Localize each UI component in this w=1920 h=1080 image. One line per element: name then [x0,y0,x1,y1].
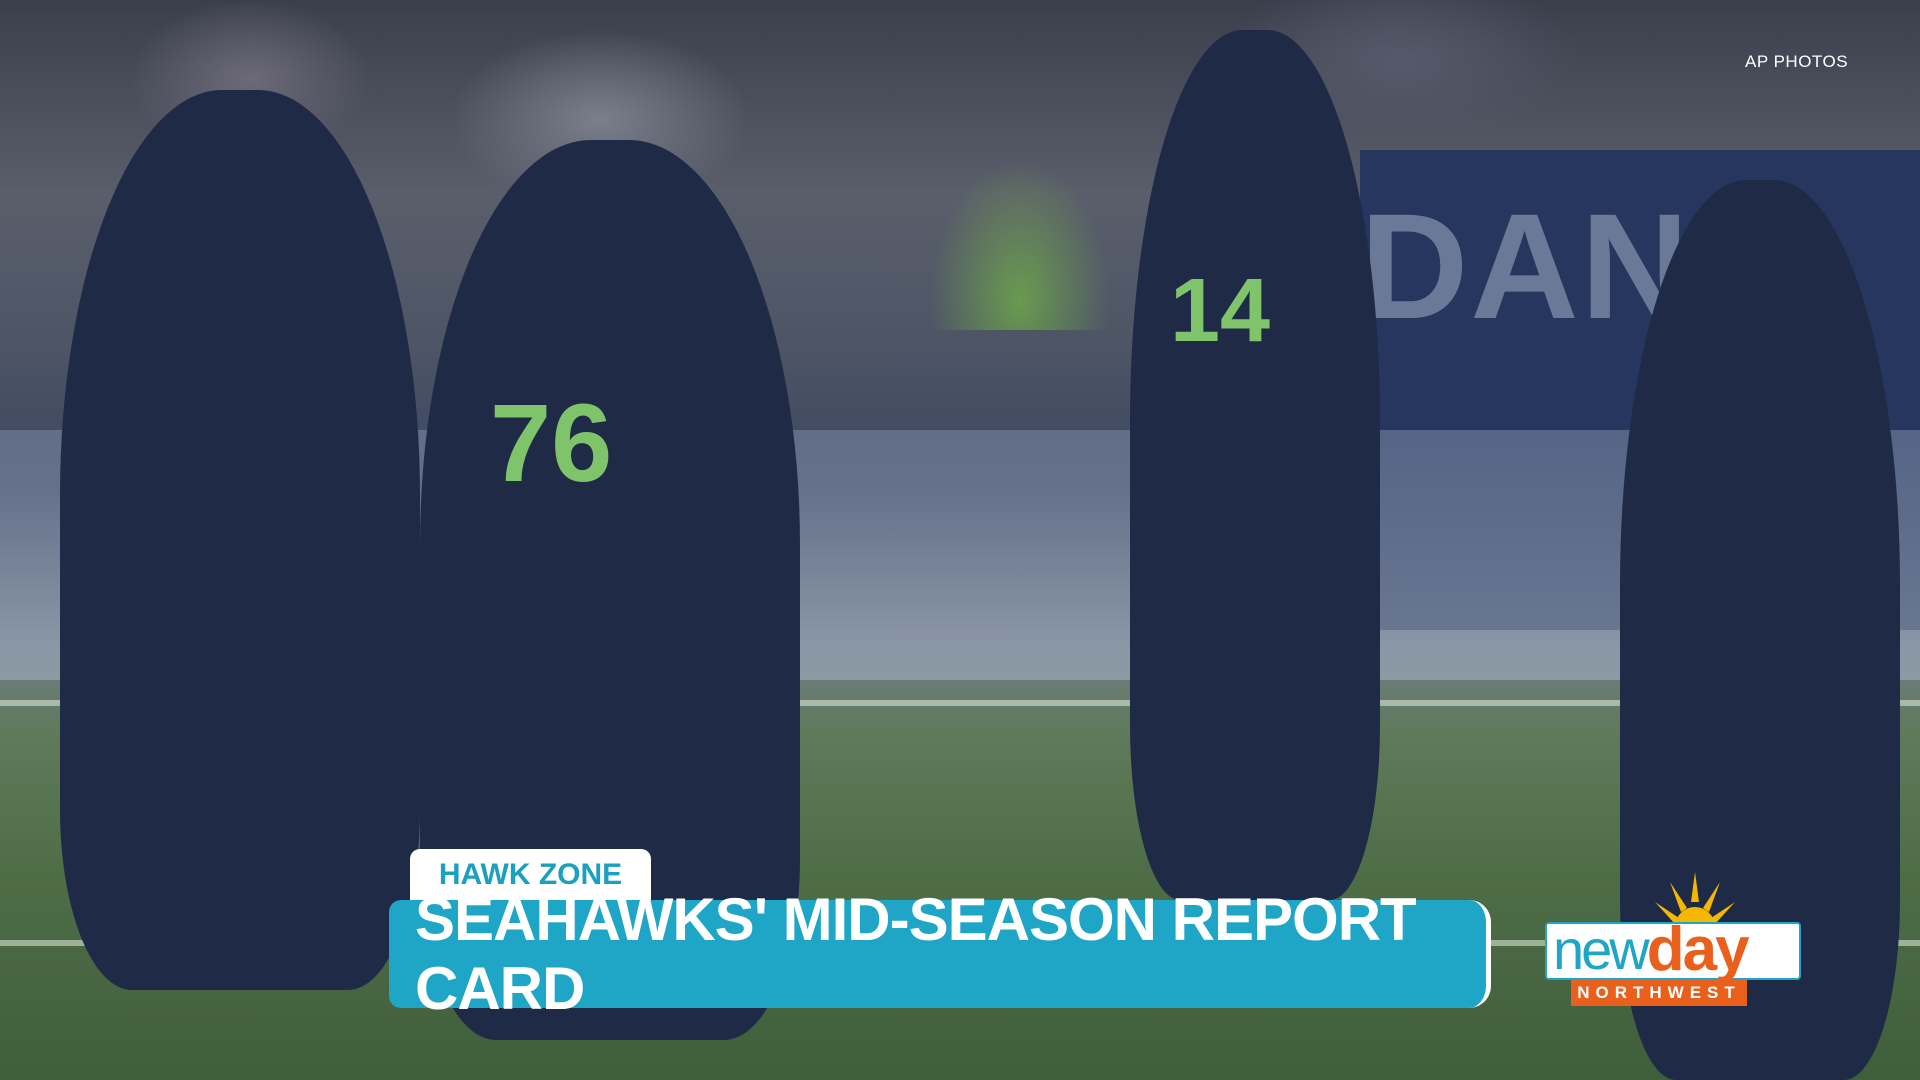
logo-wordmark: new day [1545,915,1801,984]
logo-new: new [1553,918,1650,981]
headline-banner: SEAHAWKS' MID-SEASON REPORT CARD [389,886,1491,1022]
segment-tag: HAWK ZONE [410,849,651,901]
jersey-number: 14 [1170,261,1271,361]
logo-day: day [1646,915,1750,984]
logo-subtitle: NORTHWEST [1571,980,1747,1006]
field-line [0,700,1920,706]
newday-northwest-logo: new day NORTHWEST [1545,872,1805,1007]
photo-credit: AP PHOTOS [1745,52,1849,71]
player-lineman-left [60,90,420,990]
player-quarterback [1130,30,1380,900]
jersey-number: 76 [490,382,613,505]
